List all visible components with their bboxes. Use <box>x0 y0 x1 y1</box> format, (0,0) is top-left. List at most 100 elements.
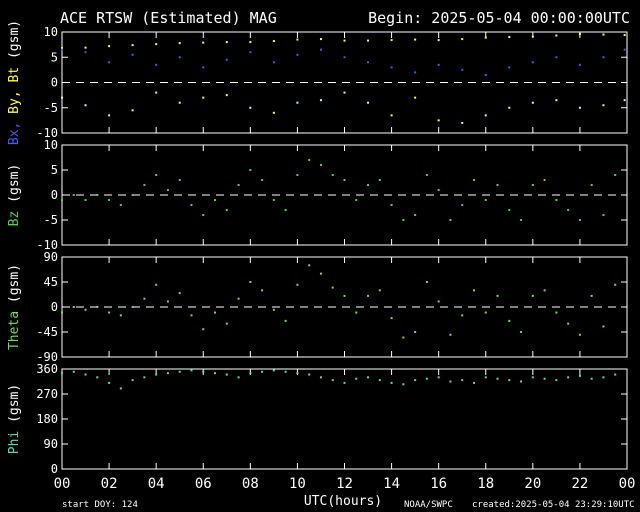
y-tick-label: 90 <box>44 437 58 451</box>
data-point <box>414 331 417 333</box>
data-point <box>390 204 393 206</box>
data-point <box>390 381 393 384</box>
y-tick-label: 270 <box>36 387 58 401</box>
data-point <box>61 96 63 99</box>
data-point <box>472 179 475 181</box>
y-axis-label-part: (gsm) <box>7 264 22 311</box>
data-point <box>402 336 405 339</box>
data-point <box>555 99 558 102</box>
data-point <box>555 56 558 59</box>
data-point <box>155 174 158 176</box>
x-tick-label: 14 <box>383 476 400 492</box>
y-tick-label: -5 <box>44 101 58 115</box>
data-point <box>61 47 63 50</box>
data-point <box>178 370 181 373</box>
data-point <box>202 96 205 99</box>
data-point <box>602 33 605 36</box>
data-point <box>249 281 252 283</box>
data-point <box>567 322 570 325</box>
data-point <box>178 292 181 295</box>
x-tick-label: 22 <box>571 476 588 492</box>
data-point <box>225 58 228 61</box>
data-point <box>578 33 581 36</box>
y-axis-label-part: By, <box>7 90 22 121</box>
data-point <box>543 377 546 380</box>
data-point <box>472 289 475 292</box>
data-point <box>555 311 558 314</box>
data-point <box>214 199 217 201</box>
x-axis: 00 02 04 06 08 10 12 14 16 18 20 22 00 <box>54 476 636 492</box>
y-axis-label-part: Bt <box>7 67 22 90</box>
data-point <box>623 48 626 51</box>
data-point <box>508 319 511 322</box>
x-tick-label: 00 <box>54 476 71 492</box>
data-point <box>437 119 440 122</box>
data-point <box>531 101 534 104</box>
data-point <box>308 373 311 376</box>
x-tick-label: 08 <box>242 476 259 492</box>
data-point <box>614 373 617 376</box>
data-point <box>390 66 393 69</box>
data-point <box>131 306 134 308</box>
x-tick-label: 12 <box>336 476 353 492</box>
data-point <box>437 63 440 66</box>
data-point <box>284 209 287 211</box>
y-tick-label: 360 <box>36 362 58 376</box>
data-point <box>202 370 205 373</box>
data-point <box>543 289 546 292</box>
data-point <box>261 179 264 181</box>
data-point <box>108 381 111 384</box>
x-tick-label: 20 <box>524 476 541 492</box>
data-point <box>331 379 334 382</box>
data-point <box>166 300 169 303</box>
data-point <box>461 379 464 382</box>
data-point <box>190 314 193 317</box>
y-tick-label: 0 <box>51 76 58 90</box>
data-point <box>84 373 87 376</box>
panel-bz: -10 -5 0 5 10 Bz (gsm) <box>7 138 628 252</box>
data-point <box>108 61 111 64</box>
data-point <box>390 114 393 117</box>
data-point <box>508 209 511 211</box>
data-point <box>155 283 158 286</box>
data-point <box>614 174 617 176</box>
data-point <box>249 51 252 54</box>
data-point <box>296 372 299 375</box>
data-point <box>143 297 146 300</box>
x-tick-label: 04 <box>148 476 165 492</box>
data-point <box>119 204 122 206</box>
data-point <box>155 373 158 376</box>
data-point <box>449 380 452 383</box>
data-point <box>319 272 322 275</box>
data-point <box>578 374 581 377</box>
data-point <box>414 38 417 41</box>
data-point <box>225 322 228 325</box>
data-point <box>367 184 370 186</box>
data-point <box>461 314 464 317</box>
y-tick-label: 180 <box>36 412 58 426</box>
y-axis-label-part: (gsm) <box>7 164 22 211</box>
data-point <box>296 174 299 176</box>
data-point <box>296 38 299 41</box>
data-point <box>249 41 252 44</box>
data-point <box>531 184 534 186</box>
data-point <box>367 376 370 379</box>
x-tick-label: 16 <box>430 476 447 492</box>
data-point <box>355 377 358 380</box>
data-point <box>508 379 511 382</box>
data-point <box>461 38 464 41</box>
y-axis-label-part: Bx, <box>7 122 22 145</box>
data-point <box>484 114 487 117</box>
data-point <box>143 184 146 186</box>
data-point <box>261 289 264 292</box>
data-point <box>131 109 134 112</box>
data-point <box>214 372 217 375</box>
data-point <box>520 219 523 221</box>
data-point <box>461 204 464 206</box>
data-point <box>484 311 487 314</box>
data-point <box>367 39 370 42</box>
data-point <box>343 294 346 297</box>
data-point <box>296 101 299 104</box>
data-point <box>249 169 252 171</box>
data-point <box>578 63 581 66</box>
